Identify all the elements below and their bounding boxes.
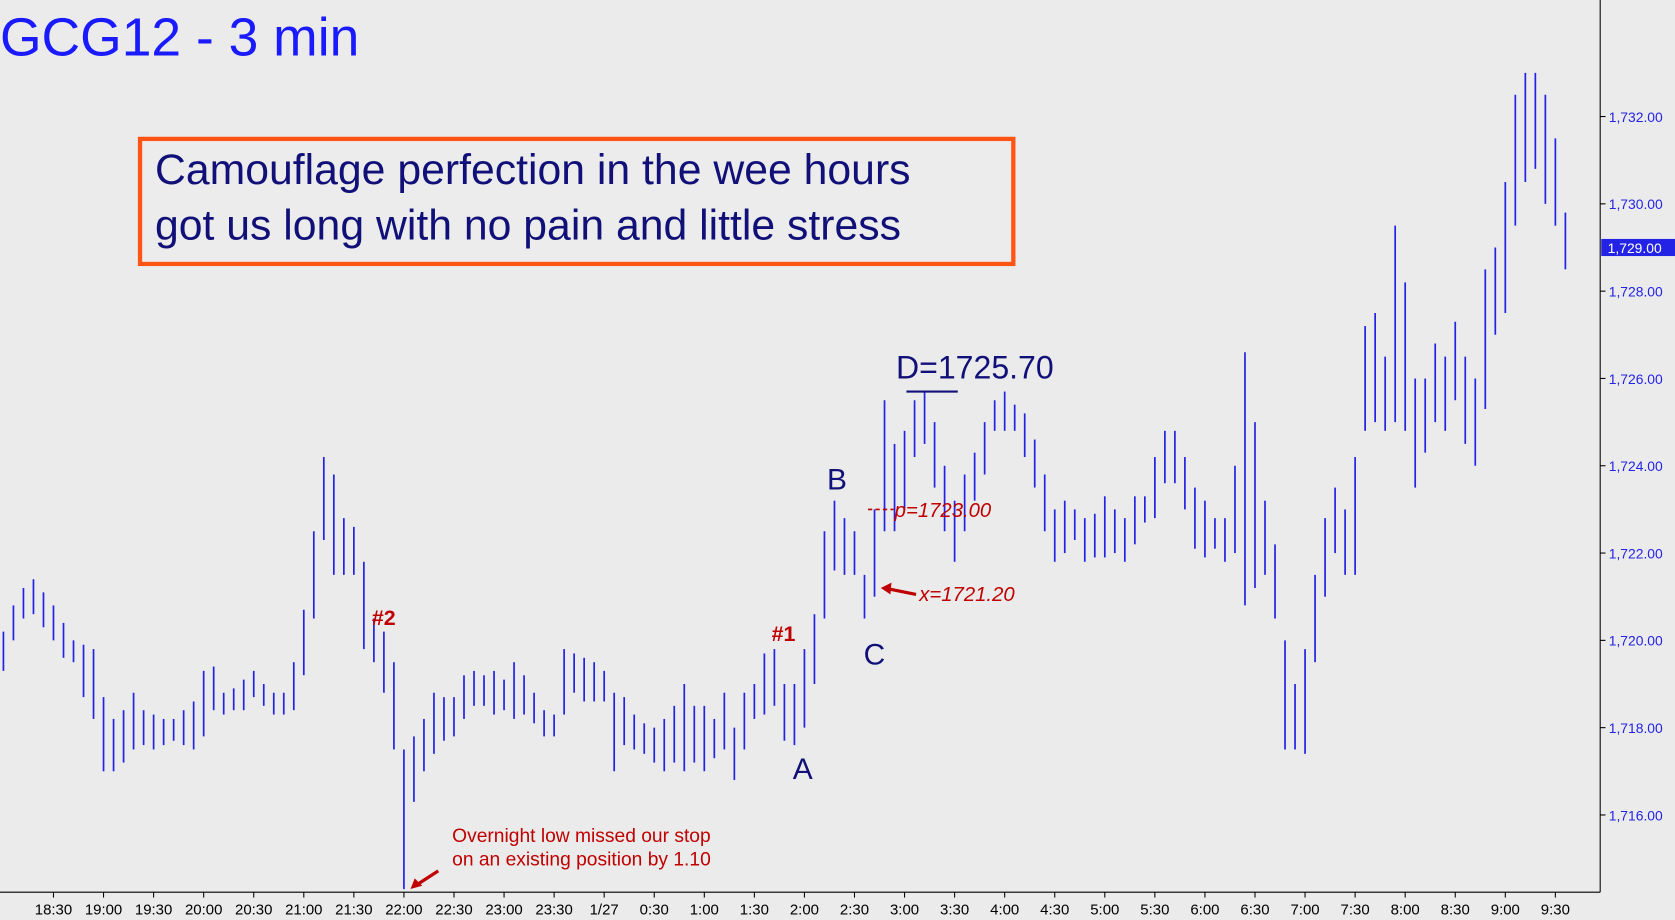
x-tick-label: 9:00 <box>1491 902 1520 919</box>
annotation: B <box>827 463 847 496</box>
last-price-label: 1,729.00 <box>1608 240 1662 256</box>
x-tick-label: 1:00 <box>690 902 719 919</box>
x-tick-label: 7:30 <box>1341 902 1370 919</box>
y-tick-label: 1,716.00 <box>1609 807 1663 823</box>
x-tick-label: 19:00 <box>85 902 122 919</box>
x-tick-label: 7:00 <box>1290 902 1319 919</box>
x-tick-label: 5:30 <box>1140 902 1169 919</box>
y-tick-label: 1,726.00 <box>1609 371 1663 387</box>
x-tick-label: 20:00 <box>185 902 222 919</box>
last-price-box <box>1601 238 1675 257</box>
y-tick-label: 1,730.00 <box>1609 196 1663 212</box>
x-tick-label: 1:30 <box>740 902 769 919</box>
y-tick-label: 1,720.00 <box>1609 633 1663 649</box>
annotation: C <box>864 639 886 672</box>
note-arrow <box>416 869 440 887</box>
y-tick-label: 1,722.00 <box>1609 545 1663 561</box>
callout-box <box>137 136 1016 267</box>
x-tick-label: 0:30 <box>640 902 669 919</box>
y-tick-label: 1,728.00 <box>1609 283 1663 299</box>
annotation: A <box>793 753 813 786</box>
x-tick-label: 4:00 <box>990 902 1019 919</box>
x-tick-label: 18:30 <box>35 902 72 919</box>
annotation: #2 <box>372 606 396 630</box>
x-tick-label: 23:00 <box>485 902 522 919</box>
annotation: #1 <box>772 622 796 646</box>
x-tick-label: 8:00 <box>1391 902 1420 919</box>
x-tick-label: 1/27 <box>590 902 619 919</box>
x-tick-label: 2:00 <box>790 902 819 919</box>
level-x-arrowhead <box>880 582 892 595</box>
callout-line: got us long with no pain and little stre… <box>155 201 901 249</box>
x-tick-label: 9:30 <box>1541 902 1570 919</box>
x-tick-label: 8:30 <box>1441 902 1470 919</box>
level-d-label: D=1725.70 <box>896 350 1054 386</box>
x-tick-label: 4:30 <box>1040 902 1069 919</box>
callout-line: Camouflage perfection in the wee hours <box>155 146 911 194</box>
x-tick-label: 2:30 <box>840 902 869 919</box>
x-tick-label: 3:30 <box>940 902 969 919</box>
x-tick-label: 23:30 <box>535 902 572 919</box>
y-tick-label: 1,718.00 <box>1609 720 1663 736</box>
level-p-label: p=1723.00 <box>894 500 992 522</box>
x-tick-label: 19:30 <box>135 902 172 919</box>
chart-title: GCG12 - 3 min <box>0 9 359 68</box>
x-tick-label: 21:30 <box>335 902 372 919</box>
note-arrowhead <box>410 878 423 890</box>
x-tick-label: 6:00 <box>1190 902 1219 919</box>
y-tick-label: 1,724.00 <box>1609 458 1663 474</box>
y-tick-label: 1,732.00 <box>1609 109 1663 125</box>
level-x-label: x=1721.20 <box>918 584 1015 606</box>
x-tick-label: 22:30 <box>435 902 472 919</box>
level-x-arrow <box>889 587 917 596</box>
note-line: on an existing position by 1.10 <box>452 850 711 871</box>
x-tick-label: 6:30 <box>1240 902 1269 919</box>
x-tick-label: 5:00 <box>1090 902 1119 919</box>
x-tick-label: 3:00 <box>890 902 919 919</box>
x-tick-label: 20:30 <box>235 902 272 919</box>
x-tick-label: 21:00 <box>285 902 322 919</box>
note-line: Overnight low missed our stop <box>452 826 711 847</box>
x-tick-label: 22:00 <box>385 902 422 919</box>
